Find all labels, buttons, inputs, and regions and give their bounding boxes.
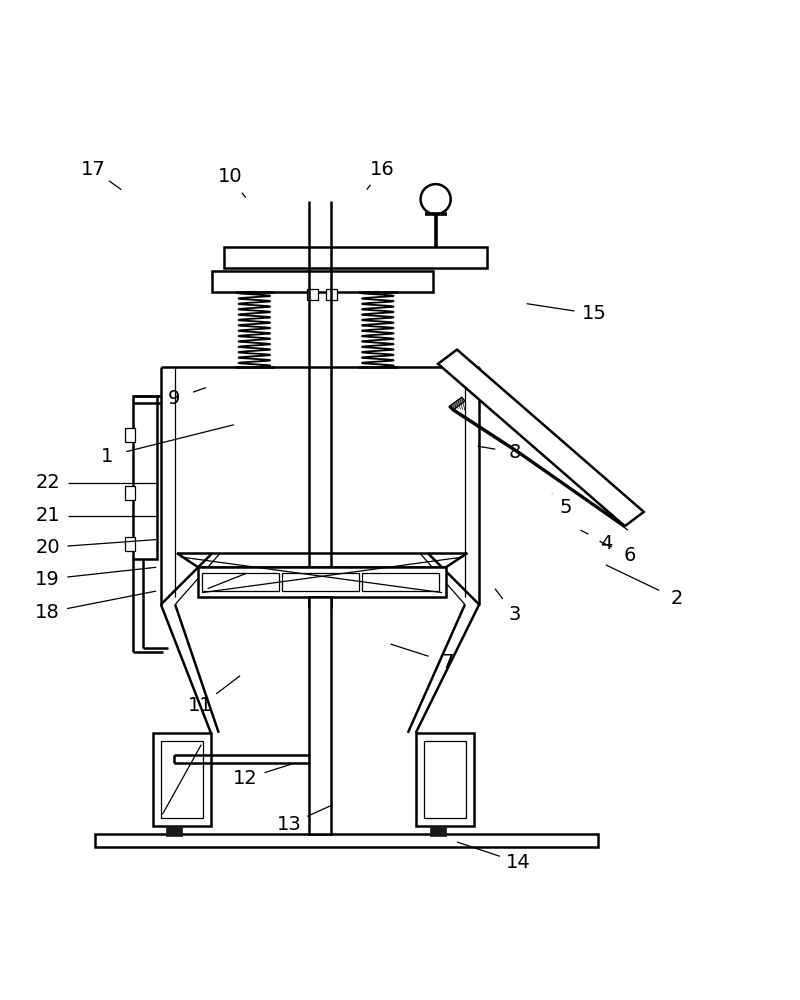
Bar: [153, 733, 210, 826]
Text: 16: 16: [370, 160, 395, 179]
Text: 13: 13: [277, 815, 302, 834]
Bar: [161, 741, 203, 818]
Bar: [95, 834, 598, 847]
Text: 19: 19: [35, 570, 60, 589]
Bar: [307, 289, 318, 300]
Text: 17: 17: [81, 160, 106, 179]
Bar: [282, 573, 359, 591]
Text: 11: 11: [188, 696, 213, 715]
Text: 18: 18: [35, 603, 60, 622]
Bar: [362, 573, 438, 591]
Bar: [126, 486, 134, 500]
Bar: [126, 537, 134, 551]
Text: 10: 10: [218, 167, 242, 186]
Bar: [424, 741, 466, 818]
Text: 12: 12: [234, 769, 258, 788]
Bar: [202, 573, 279, 591]
Text: 14: 14: [506, 853, 531, 872]
Bar: [134, 396, 157, 559]
Text: 22: 22: [35, 473, 60, 492]
Bar: [224, 247, 487, 268]
Bar: [198, 567, 446, 597]
Text: 1: 1: [101, 447, 114, 466]
Text: 5: 5: [560, 498, 573, 517]
Bar: [416, 733, 474, 826]
Polygon shape: [438, 350, 644, 526]
Bar: [211, 271, 434, 292]
Polygon shape: [449, 397, 465, 411]
Text: 21: 21: [35, 506, 60, 525]
Bar: [309, 597, 331, 834]
Text: 9: 9: [168, 389, 181, 408]
Text: 2: 2: [671, 589, 683, 608]
Text: 15: 15: [582, 304, 606, 323]
Bar: [166, 826, 182, 836]
Text: 3: 3: [509, 605, 521, 624]
Bar: [430, 826, 446, 836]
Text: 7: 7: [442, 653, 454, 672]
Text: 20: 20: [35, 538, 60, 557]
Bar: [326, 289, 338, 300]
Text: 6: 6: [623, 546, 636, 565]
Text: 8: 8: [509, 443, 521, 462]
Bar: [126, 428, 134, 442]
Text: 4: 4: [600, 534, 612, 553]
